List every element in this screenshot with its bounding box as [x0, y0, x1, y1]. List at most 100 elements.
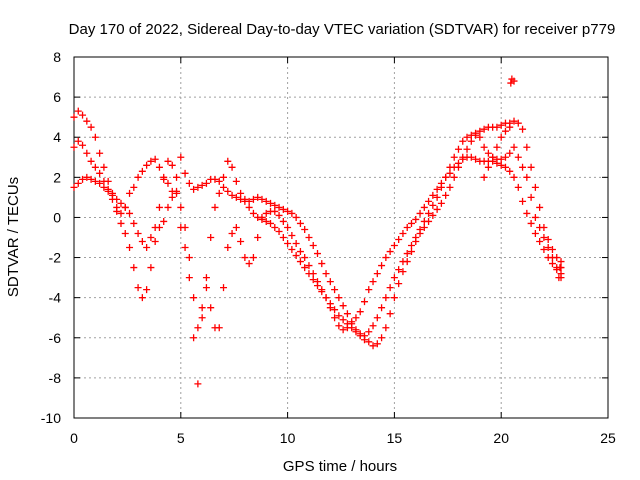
data-point	[454, 145, 462, 153]
data-point	[493, 123, 501, 131]
data-point	[437, 179, 445, 187]
data-point	[420, 203, 428, 211]
data-point	[104, 187, 112, 195]
data-point	[450, 163, 458, 171]
data-point	[271, 223, 279, 231]
data-point	[173, 187, 181, 195]
data-point	[220, 284, 228, 292]
data-point	[190, 294, 198, 302]
data-point	[395, 236, 403, 244]
data-point	[267, 219, 275, 227]
data-point	[134, 284, 142, 292]
data-point	[369, 278, 377, 286]
data-point	[360, 298, 368, 306]
data-point	[442, 173, 450, 181]
data-point	[365, 286, 373, 294]
data-point	[352, 314, 360, 322]
y-tick-label: -8	[49, 370, 62, 386]
data-point	[318, 260, 326, 268]
data-point	[506, 149, 514, 157]
data-point	[531, 229, 539, 237]
data-point	[343, 324, 351, 332]
data-point	[262, 197, 270, 205]
y-tick-label: -2	[49, 250, 62, 266]
data-point	[249, 209, 257, 217]
data-point	[143, 286, 151, 294]
data-point	[395, 266, 403, 274]
data-point	[254, 193, 262, 201]
y-tick-label: -6	[49, 330, 62, 346]
data-point	[126, 209, 134, 217]
data-point	[476, 127, 484, 135]
data-point	[138, 238, 146, 246]
data-point	[497, 161, 505, 169]
data-point	[301, 225, 309, 233]
data-point	[301, 264, 309, 272]
data-point	[425, 197, 433, 205]
data-point	[360, 332, 368, 340]
data-point	[356, 308, 364, 316]
data-point	[433, 193, 441, 201]
data-point	[117, 199, 125, 207]
data-point	[497, 121, 505, 129]
data-point	[241, 254, 249, 262]
data-point	[514, 119, 522, 127]
data-point	[407, 219, 415, 227]
data-point	[100, 177, 108, 185]
data-point	[279, 217, 287, 225]
data-point	[138, 294, 146, 302]
data-point	[514, 153, 522, 161]
data-point	[446, 169, 454, 177]
data-point	[138, 167, 146, 175]
data-point	[211, 175, 219, 183]
data-point	[271, 207, 279, 215]
data-point	[433, 205, 441, 213]
data-point	[343, 310, 351, 318]
data-point	[258, 195, 266, 203]
data-point	[241, 197, 249, 205]
data-point	[288, 209, 296, 217]
data-point	[211, 203, 219, 211]
data-point	[326, 278, 334, 286]
data-point	[472, 155, 480, 163]
data-point	[79, 141, 87, 149]
y-tick-label: 6	[53, 89, 61, 105]
data-point	[356, 330, 364, 338]
data-point	[403, 250, 411, 258]
data-point	[70, 183, 78, 191]
data-point	[497, 133, 505, 141]
data-point	[556, 264, 564, 272]
data-point	[555, 274, 563, 282]
data-point	[314, 278, 322, 286]
y-axis-title: SDTVAR / TECUs	[5, 177, 22, 297]
y-tick-label: -4	[49, 290, 62, 306]
data-point	[527, 219, 535, 227]
data-point	[407, 242, 415, 250]
data-point	[74, 107, 82, 115]
data-point	[164, 203, 172, 211]
data-point	[531, 183, 539, 191]
data-point	[87, 175, 95, 183]
data-point	[237, 238, 245, 246]
data-point	[228, 191, 236, 199]
data-point	[288, 246, 296, 254]
data-point	[275, 203, 283, 211]
data-point	[83, 149, 91, 157]
data-point	[151, 223, 159, 231]
data-point	[395, 280, 403, 288]
data-point	[454, 159, 462, 167]
data-point	[309, 276, 317, 284]
data-point	[557, 270, 565, 278]
data-point	[160, 217, 168, 225]
data-point	[352, 328, 360, 336]
y-tick-label: 4	[53, 129, 61, 145]
data-point	[416, 209, 424, 217]
data-point	[202, 274, 210, 282]
data-point	[472, 129, 480, 137]
data-point	[83, 173, 91, 181]
data-point	[96, 169, 104, 177]
data-point	[399, 258, 407, 266]
data-point	[185, 274, 193, 282]
data-point	[185, 179, 193, 187]
